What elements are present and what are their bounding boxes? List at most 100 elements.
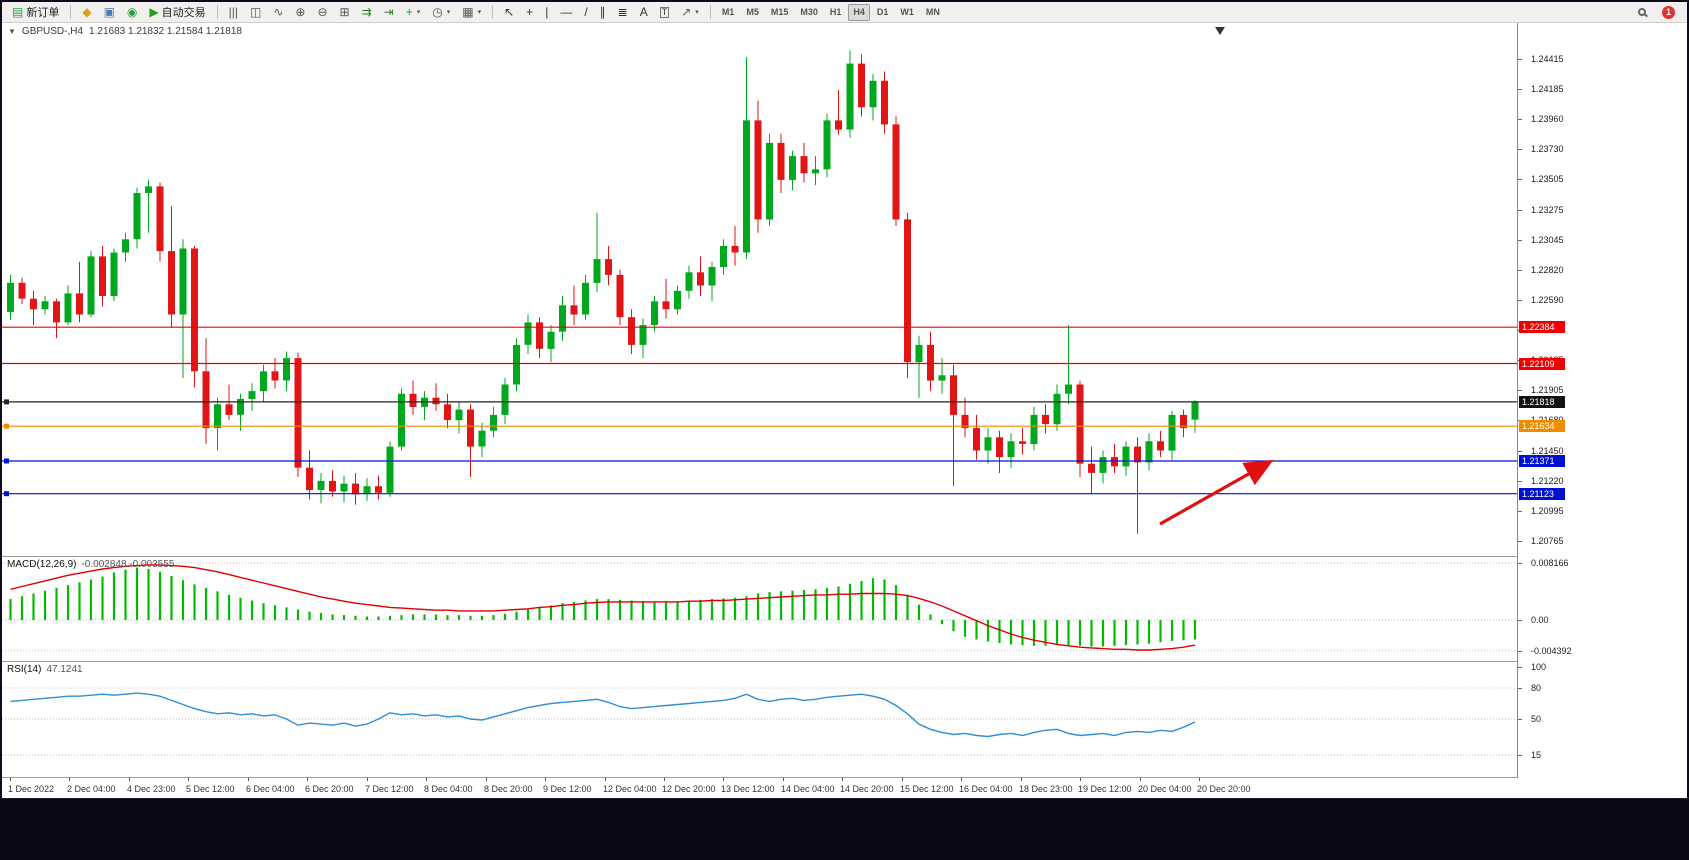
indicators-button[interactable]: + ▾ <box>401 4 426 21</box>
zoom-in-button[interactable]: ⊕ <box>290 4 310 21</box>
tf-w1-button[interactable]: W1 <box>895 4 919 21</box>
macd-title: MACD(12,26,9) -0.002848 -0.003555 <box>7 559 174 570</box>
pivot-line-orange-handle[interactable] <box>4 423 9 429</box>
periods-button[interactable]: ◷ ▾ <box>427 4 455 21</box>
macd-axis-label: 0.008166 <box>1531 558 1569 568</box>
tf-mn-button-label: MN <box>925 7 940 17</box>
rsi-canvas[interactable] <box>2 662 1517 776</box>
candlestick-chart-icon: ◫ <box>250 5 262 19</box>
panel-separator-rsi[interactable] <box>2 661 1687 662</box>
fibonacci-button[interactable]: ≣ <box>613 4 633 21</box>
time-tick <box>723 778 724 781</box>
rsi-line <box>10 692 1196 738</box>
tf-m5-button[interactable]: M5 <box>741 4 764 21</box>
support-line-lower-handle[interactable] <box>4 491 9 497</box>
time-axis-label: 16 Dec 04:00 <box>959 784 1013 794</box>
price-axis-label: 1.24415 <box>1531 54 1564 64</box>
vertical-line-button[interactable]: | <box>540 4 553 21</box>
tf-h1-button-label: H1 <box>829 7 842 17</box>
macd-signal-line <box>10 564 1196 651</box>
channel-icon: ∥ <box>599 5 606 19</box>
time-tick <box>69 778 70 781</box>
pivot-line-orange-price-label: 1.21634 <box>1519 420 1565 432</box>
line-chart-button[interactable]: ∿ <box>268 4 288 21</box>
horizontal-line-button[interactable]: — <box>555 4 577 21</box>
templates-button[interactable]: ▦ ▾ <box>457 4 486 21</box>
toolbar-separator <box>709 5 711 19</box>
tf-h1-button[interactable]: H1 <box>825 4 847 21</box>
time-axis[interactable]: 1 Dec 2022 2 Dec 04:00 4 Dec 23:00 5 Dec 12… <box>2 778 1687 798</box>
new-order-icon: ▤ <box>12 5 24 19</box>
price-axis-label: 1.20995 <box>1531 506 1564 516</box>
price-axis[interactable]: 1.24415 1.24185 1.23960 1.23730 1.23505 1.232… <box>1517 23 1687 778</box>
tf-mn-button[interactable]: MN <box>921 4 945 21</box>
line-chart-icon: ∿ <box>273 5 284 19</box>
time-tick <box>1021 778 1022 781</box>
magnifier-icon <box>1638 8 1646 16</box>
fibonacci-icon: ≣ <box>617 5 628 19</box>
bar-chart-button[interactable]: ||| <box>224 4 243 21</box>
support-line-upper-handle[interactable] <box>4 458 9 464</box>
text-button[interactable]: A <box>635 4 653 21</box>
price-axis-label: 1.24185 <box>1531 84 1564 94</box>
community-button[interactable]: ◉ <box>122 4 142 21</box>
search-button[interactable] <box>1634 4 1650 20</box>
auto-scroll-button[interactable]: ⇉ <box>357 4 377 21</box>
periods-icon: ◷ <box>432 5 443 19</box>
time-axis-label: 6 Dec 20:00 <box>305 784 354 794</box>
rsi-title: RSI(14) 47.1241 <box>7 664 83 675</box>
chart-shift-button[interactable]: ⇥ <box>379 4 399 21</box>
text-label-button[interactable]: T <box>655 4 675 21</box>
trendline-button[interactable]: / <box>579 4 592 21</box>
macd-tick <box>1518 563 1522 564</box>
new-order-button[interactable]: ▤ 新订单 <box>7 4 64 21</box>
tf-h4-button[interactable]: H4 <box>848 3 870 21</box>
panel-separator-macd[interactable] <box>2 556 1687 557</box>
time-tick <box>664 778 665 781</box>
price-tick <box>1518 240 1522 241</box>
tile-windows-button[interactable]: ⊞ <box>335 4 355 21</box>
tf-m15-button[interactable]: M15 <box>766 4 794 21</box>
rsi-tick <box>1518 688 1522 689</box>
notification-badge[interactable]: 1 <box>1662 5 1675 19</box>
autotrading-icon: ▶ <box>149 5 159 19</box>
crosshair-button[interactable]: + <box>521 4 538 21</box>
macd-canvas[interactable] <box>2 557 1517 660</box>
zoom-out-button[interactable]: ⊖ <box>312 4 332 21</box>
channel-button[interactable]: ∥ <box>595 4 611 21</box>
rsi-tick <box>1518 719 1522 720</box>
autotrading-button[interactable]: ▶ 自动交易 <box>144 4 210 21</box>
tf-d1-button[interactable]: D1 <box>872 4 894 21</box>
tf-m5-button-label: M5 <box>746 7 759 17</box>
metaquotes-button[interactable]: ◆ <box>77 4 96 21</box>
rsi-axis-label: 100 <box>1531 662 1547 672</box>
time-axis-label: 2 Dec 04:00 <box>67 784 116 794</box>
chart-shift-marker-icon[interactable] <box>1215 27 1225 35</box>
tf-m1-button[interactable]: M1 <box>717 4 740 21</box>
price-chart-canvas[interactable] <box>2 23 1517 557</box>
tf-m30-button[interactable]: M30 <box>795 4 823 21</box>
candlestick-chart-button[interactable]: ◫ <box>245 4 266 21</box>
toolbar: ▤ 新订单 ◆ ▣ ◉ ▶ 自动交易 ||| ◫ ∿ ⊕ ⊖ ⊞ ⇉ ⇥ + ▾ ◷ ▾ ▦ ▾ ↖ + | — / ∥ ≣ A T ↗ ▾ M… <box>2 2 1687 23</box>
arrows-icon: ↗ <box>681 5 692 19</box>
price-axis-label: 1.23505 <box>1531 174 1564 184</box>
time-tick <box>1199 778 1200 781</box>
time-tick <box>961 778 962 781</box>
collapse-triangle-icon[interactable]: ▼ <box>8 27 16 36</box>
rsi-name-label: RSI(14) <box>7 664 42 675</box>
rsi-value-label: 47.1241 <box>46 664 83 675</box>
current-price-line-handle[interactable] <box>4 399 9 405</box>
vertical-line-icon: | <box>545 5 549 19</box>
rsi-tick <box>1518 667 1522 668</box>
price-tick <box>1518 511 1522 512</box>
cursor-button[interactable]: ↖ <box>499 4 519 21</box>
toolbar-items: ▤ 新订单 ◆ ▣ ◉ ▶ 自动交易 ||| ◫ ∿ ⊕ ⊖ ⊞ ⇉ ⇥ + ▾ ◷ ▾ ▦ ▾ ↖ + | — / ∥ ≣ A T ↗ ▾ M… <box>2 2 946 22</box>
time-tick <box>188 778 189 781</box>
arrows-button[interactable]: ↗ ▾ <box>676 4 704 21</box>
charts-grid-button[interactable]: ▣ <box>99 4 120 21</box>
time-axis-label: 13 Dec 12:00 <box>721 784 775 794</box>
time-axis-label: 12 Dec 20:00 <box>662 784 716 794</box>
price-tick <box>1518 451 1522 452</box>
trend-arrow[interactable] <box>1159 459 1274 526</box>
tf-m1-button-label: M1 <box>721 7 735 17</box>
